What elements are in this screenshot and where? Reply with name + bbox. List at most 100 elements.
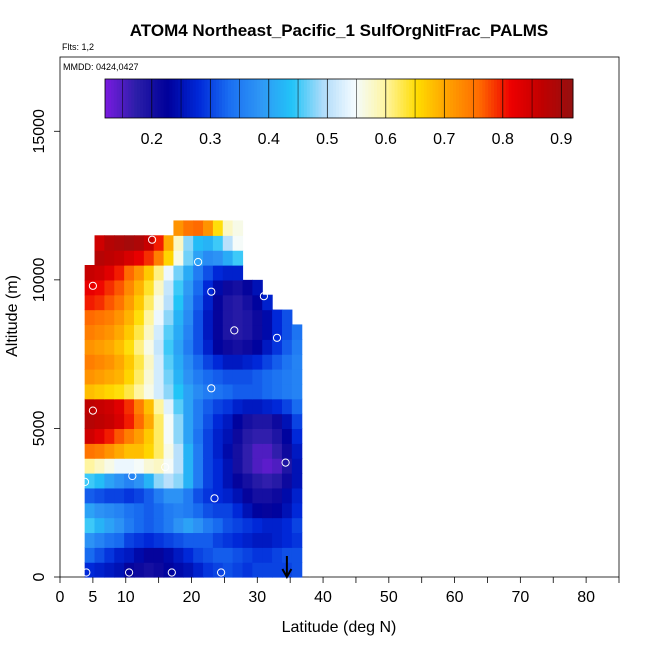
heatmap-cell bbox=[114, 279, 125, 296]
heatmap-cell bbox=[193, 369, 204, 385]
heatmap-cell bbox=[173, 413, 184, 430]
heatmap-cell bbox=[291, 413, 303, 430]
heatmap-cell bbox=[124, 532, 135, 548]
heatmap-cell bbox=[173, 220, 184, 236]
colorbar-swatch bbox=[157, 79, 162, 118]
heatmap-cell bbox=[94, 279, 105, 296]
heatmap-cell bbox=[104, 354, 115, 370]
colorbar-swatch bbox=[552, 79, 556, 118]
heatmap-cell bbox=[232, 413, 244, 430]
heatmap-cell bbox=[143, 428, 155, 444]
heatmap-cell bbox=[143, 324, 155, 340]
heatmap-cell bbox=[94, 413, 105, 430]
heatmap-cell bbox=[133, 339, 145, 355]
heatmap-cell bbox=[143, 294, 155, 311]
x-tick-label: 30 bbox=[248, 589, 266, 606]
heatmap-cell bbox=[242, 369, 253, 385]
heatmap-cell bbox=[124, 279, 135, 296]
heatmap-cell bbox=[232, 294, 244, 311]
heatmap-cell bbox=[173, 502, 184, 519]
heatmap-cell bbox=[94, 324, 105, 340]
heatmap-cell bbox=[84, 428, 96, 444]
heatmap-cell bbox=[212, 398, 224, 415]
heatmap-cell bbox=[262, 458, 273, 474]
heatmap-cell bbox=[124, 398, 135, 415]
heatmap-cell bbox=[232, 562, 244, 578]
heatmap-cell bbox=[203, 265, 214, 281]
heatmap-cell bbox=[291, 354, 303, 370]
heatmap-cell bbox=[281, 383, 293, 400]
heatmap-cell bbox=[94, 487, 105, 504]
colorbar-tick-label: 0.9 bbox=[550, 131, 572, 148]
colorbar-swatch bbox=[309, 79, 314, 118]
heatmap-cell bbox=[203, 562, 214, 578]
heatmap-cell bbox=[232, 547, 244, 563]
heatmap-cell bbox=[222, 532, 234, 548]
heatmap-cell bbox=[104, 413, 115, 430]
heatmap-cell bbox=[183, 517, 194, 534]
heatmap-cell bbox=[291, 369, 303, 385]
sample-point bbox=[210, 494, 219, 503]
heatmap-cell bbox=[84, 398, 96, 415]
heatmap-cell bbox=[252, 547, 263, 563]
heatmap-cell bbox=[133, 562, 145, 578]
colorbar-swatch bbox=[233, 79, 238, 118]
heatmap-cell bbox=[272, 532, 283, 548]
colorbar-swatch bbox=[257, 79, 261, 118]
heatmap-cell bbox=[163, 354, 175, 370]
heatmap-cell bbox=[252, 443, 263, 459]
heatmap-cell bbox=[222, 502, 234, 519]
colorbar-swatch bbox=[339, 79, 343, 118]
colorbar-swatch bbox=[216, 79, 220, 118]
heatmap-cell bbox=[212, 428, 224, 444]
heatmap-cell bbox=[242, 502, 253, 519]
colorbar-swatch bbox=[169, 79, 173, 118]
plot-frame bbox=[59, 56, 620, 578]
heatmap-cell bbox=[133, 235, 145, 251]
colorbar-swatch bbox=[324, 79, 328, 118]
heatmap-cell bbox=[114, 369, 125, 385]
colorbar-swatch bbox=[388, 79, 393, 118]
heatmap-cell bbox=[193, 354, 204, 370]
colorbar-swatch bbox=[464, 79, 469, 118]
colorbar-swatch bbox=[403, 79, 407, 118]
heatmap-cell bbox=[242, 517, 253, 534]
heatmap-cell bbox=[163, 398, 175, 415]
heatmap-cell bbox=[94, 517, 105, 534]
heatmap-cell bbox=[104, 369, 115, 385]
colorbar-swatch bbox=[558, 79, 562, 118]
heatmap-cell bbox=[262, 339, 273, 355]
heatmap-cell bbox=[291, 547, 303, 563]
heatmap-cell bbox=[222, 473, 234, 489]
heatmap-cell bbox=[193, 502, 204, 519]
heatmap-cell bbox=[163, 324, 175, 340]
heatmap-cell bbox=[262, 428, 273, 444]
heatmap-cell bbox=[124, 383, 135, 400]
heatmap-cell bbox=[193, 562, 204, 578]
heatmap-cell bbox=[173, 428, 184, 444]
heatmap-cell bbox=[252, 428, 263, 444]
heatmap-cell bbox=[222, 324, 234, 340]
heatmap-cell bbox=[133, 398, 145, 415]
heatmap-cells bbox=[84, 220, 303, 578]
heatmap-cell bbox=[183, 279, 194, 296]
heatmap-cell bbox=[94, 294, 105, 311]
heatmap-cell bbox=[212, 532, 224, 548]
x-tick-label: 60 bbox=[446, 589, 464, 606]
heatmap-cell bbox=[133, 354, 145, 370]
heatmap-cell bbox=[173, 398, 184, 415]
y-tick-label: 5000 bbox=[31, 411, 48, 447]
colorbar-swatch bbox=[163, 79, 167, 118]
colorbar-swatch bbox=[318, 79, 322, 118]
heatmap-cell bbox=[232, 517, 244, 534]
flights-note: Flts: 1,2 bbox=[62, 42, 94, 52]
heatmap-cell bbox=[143, 309, 155, 326]
heatmap-cell bbox=[183, 443, 194, 459]
heatmap-cell bbox=[183, 235, 194, 251]
heatmap-cell bbox=[262, 443, 273, 459]
sample-point bbox=[88, 281, 98, 290]
heatmap-cell bbox=[94, 443, 105, 459]
colorbar-swatch bbox=[546, 79, 551, 118]
colorbar-swatch bbox=[166, 79, 170, 118]
sample-point bbox=[88, 406, 98, 415]
